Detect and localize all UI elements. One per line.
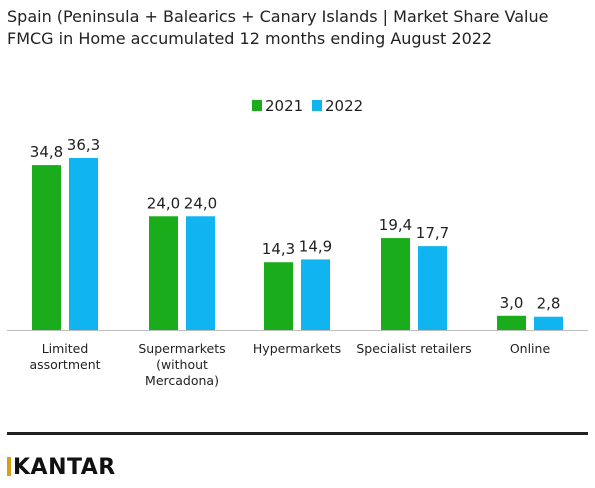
category-label-1-0: Supermarkets — [138, 341, 225, 356]
category-label-1-1: (without — [156, 357, 208, 372]
category-label-0-0: Limited — [42, 341, 89, 356]
category-label-4-0: Online — [510, 341, 551, 356]
logo-accent-bar — [7, 457, 11, 476]
bar-2021-0 — [32, 165, 61, 330]
category-label-0-1: assortment — [29, 357, 100, 372]
bar-2022-2 — [301, 259, 330, 330]
category-label-1-2: Mercadona) — [145, 373, 219, 388]
legend-label-2021: 2021 — [265, 97, 303, 115]
logo-text: KANTAR — [13, 455, 116, 480]
bar-2021-1 — [149, 216, 178, 330]
legend-label-2022: 2022 — [325, 97, 363, 115]
data-label-2022-0: 36,3 — [67, 136, 100, 154]
legend-swatch-2021 — [252, 100, 262, 111]
bar-2022-3 — [418, 246, 447, 330]
bar-2021-3 — [381, 238, 410, 330]
data-label-2021-2: 14,3 — [262, 240, 295, 258]
bar-2022-0 — [69, 158, 98, 330]
category-label-2-0: Hypermarkets — [253, 341, 341, 356]
data-label-2022-1: 24,0 — [184, 194, 217, 212]
data-label-2022-4: 2,8 — [537, 295, 561, 313]
data-label-2021-1: 24,0 — [147, 194, 180, 212]
legend-swatch-2022 — [312, 100, 322, 111]
bar-2022-1 — [186, 216, 215, 330]
chart-title: Spain (Peninsula + Balearics + Canary Is… — [7, 7, 549, 26]
data-label-2021-3: 19,4 — [379, 216, 412, 234]
chart-subtitle: FMCG in Home accumulated 12 months endin… — [7, 29, 493, 48]
data-label-2021-0: 34,8 — [30, 143, 63, 161]
data-label-2022-3: 17,7 — [416, 224, 449, 242]
data-label-2021-4: 3,0 — [500, 294, 524, 312]
chart-title-block: Spain (Peninsula + Balearics + Canary Is… — [7, 6, 587, 50]
bar-2021-4 — [497, 315, 526, 330]
category-label-3-0: Specialist retailers — [356, 341, 471, 356]
bar-2021-2 — [264, 262, 293, 330]
kantar-logo: KANTAR — [7, 455, 116, 480]
footer-divider — [7, 432, 588, 435]
data-label-2022-2: 14,9 — [299, 237, 332, 255]
bar-2022-4 — [534, 316, 563, 330]
